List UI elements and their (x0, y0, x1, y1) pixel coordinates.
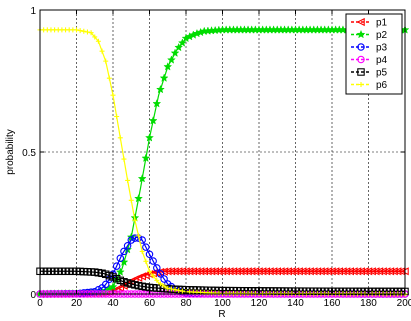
data-point-marker (114, 114, 120, 119)
x-tick-label: 40 (107, 298, 119, 309)
data-point-marker (357, 43, 365, 51)
data-point-marker (160, 275, 168, 283)
data-point-marker (153, 264, 161, 272)
data-point-marker (176, 287, 182, 293)
data-point-marker (91, 287, 99, 296)
data-point-marker (155, 84, 165, 94)
data-point-marker (147, 268, 152, 274)
data-point-marker (106, 75, 112, 81)
legend-box (345, 13, 403, 95)
data-point-marker (357, 68, 365, 76)
data-point-marker (99, 48, 105, 54)
data-point-marker (120, 247, 128, 256)
grid-lines (40, 10, 405, 294)
data-point-marker (117, 135, 123, 141)
data-point-marker (116, 254, 125, 262)
x-tick-label: 100 (214, 298, 231, 309)
x-tick-label: 20 (71, 298, 83, 309)
data-point-marker (156, 270, 165, 278)
x-tick-label: 80 (180, 298, 192, 309)
y-tick-label: 1 (30, 6, 36, 17)
data-point-marker (161, 283, 167, 289)
legend-label: p5 (376, 68, 388, 79)
y-tick-label: 0.5 (22, 148, 36, 159)
y-axis-label: probability (5, 129, 16, 175)
legend-entry-p2: p2 (351, 29, 388, 41)
data-point-marker (143, 258, 149, 264)
data-point-marker (77, 28, 83, 34)
data-point-marker (136, 233, 142, 239)
data-point-marker (88, 30, 94, 36)
data-point-marker (137, 173, 147, 183)
data-point-marker (103, 58, 109, 64)
x-tick-label: 200 (397, 298, 411, 309)
legend-entry-p3: p3 (351, 43, 388, 54)
legend-entry-p5: p5 (351, 68, 388, 79)
legend-entry-p1: p1 (351, 18, 388, 29)
legend-label: p3 (376, 43, 388, 54)
data-point-marker (177, 38, 187, 47)
data-point-marker (92, 34, 98, 40)
data-point-marker (139, 248, 145, 254)
data-point-marker (128, 197, 134, 203)
data-point-marker (112, 262, 121, 270)
data-point-marker (356, 29, 366, 39)
legend-label: p6 (376, 80, 388, 91)
data-point-marker (84, 29, 90, 35)
data-point-marker (74, 27, 79, 33)
x-tick-label: 140 (287, 298, 304, 309)
data-point-marker (134, 193, 144, 203)
legend-entry-p6: p6 (351, 80, 388, 91)
data-point-marker (154, 277, 160, 283)
data-point-marker (168, 286, 174, 292)
data-point-marker (94, 286, 103, 294)
data-point-marker (179, 288, 185, 294)
data-point-marker (150, 273, 156, 279)
y-tick-label: 0 (30, 290, 36, 301)
data-point-marker (132, 217, 138, 223)
x-tick-label: 180 (360, 298, 377, 309)
y-axis-ticks: 00.51 (22, 6, 405, 301)
legend-label: p4 (376, 55, 388, 66)
data-point-marker (123, 241, 132, 250)
data-point-marker (163, 62, 173, 71)
data-point-marker (152, 99, 162, 108)
data-point-marker (95, 38, 101, 44)
data-point-marker (121, 156, 127, 162)
data-point-marker (159, 73, 169, 82)
x-tick-label: 160 (324, 298, 341, 309)
data-point-marker (148, 116, 158, 125)
x-axis-label: R (218, 309, 225, 320)
data-point-marker (145, 250, 154, 258)
data-point-marker (101, 280, 110, 289)
data-point-marker (170, 48, 180, 57)
data-point-marker (358, 82, 364, 87)
data-point-marker (145, 133, 154, 142)
data-point-marker (157, 281, 163, 287)
data-point-marker (108, 282, 118, 291)
data-point-marker (172, 287, 178, 293)
data-point-marker (127, 236, 136, 244)
x-tick-label: 0 (37, 298, 43, 309)
data-point-marker (81, 28, 87, 34)
data-point-marker (165, 285, 171, 291)
legend-label: p1 (376, 18, 388, 29)
data-point-marker (174, 42, 184, 52)
data-point-marker (141, 153, 151, 163)
data-point-marker (356, 17, 365, 27)
data-point-marker (110, 92, 116, 98)
data-point-marker (125, 177, 131, 183)
x-tick-label: 120 (251, 298, 268, 309)
legend-label: p2 (376, 30, 388, 41)
data-point-marker (357, 55, 365, 64)
data-point-marker (115, 267, 125, 276)
x-tick-label: 60 (144, 298, 156, 309)
legend-entry-p4: p4 (351, 55, 388, 66)
data-point-marker (142, 243, 150, 251)
x-axis-ticks: 0 20 40 60 80 100 120 140 160 180 200 (37, 10, 411, 309)
data-point-marker (149, 257, 157, 265)
data-point-marker (166, 55, 176, 64)
